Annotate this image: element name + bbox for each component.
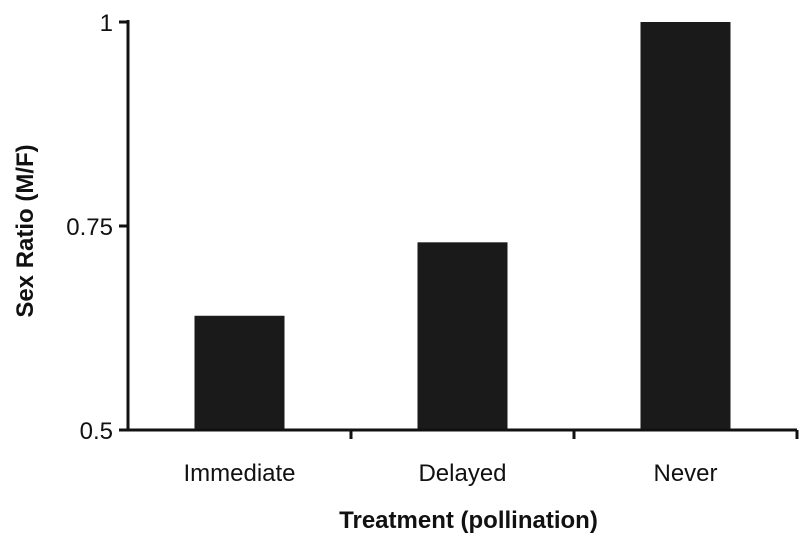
x-tick-label: Delayed bbox=[418, 460, 506, 487]
x-ticks-group: Immediate Delayed Never bbox=[183, 430, 799, 487]
x-tick-label: Immediate bbox=[183, 460, 295, 487]
bar-delayed bbox=[417, 242, 508, 430]
y-tick-label: 1 bbox=[100, 10, 113, 37]
bars-group bbox=[194, 22, 731, 430]
x-tick-label: Never bbox=[653, 460, 717, 487]
y-tick-label: 0.75 bbox=[66, 214, 113, 241]
y-ticks-group: 0.5 0.75 1 bbox=[66, 10, 128, 445]
x-axis-title: Treatment (pollination) bbox=[339, 507, 598, 534]
bar-never bbox=[640, 22, 731, 430]
y-tick-label: 0.5 bbox=[80, 418, 113, 445]
bar-immediate bbox=[194, 315, 285, 430]
y-axis-title: Sex Ratio (M/F) bbox=[12, 144, 39, 317]
